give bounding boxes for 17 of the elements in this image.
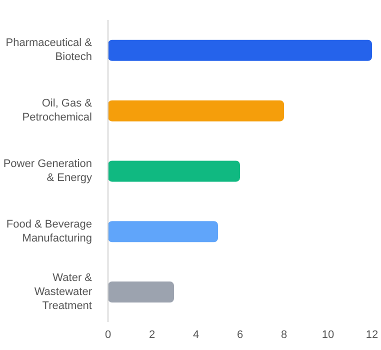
y-tick-label: Power Generation & Energy xyxy=(3,158,92,184)
bar xyxy=(108,282,174,303)
y-tick-label: Food & Beverage Manufacturing xyxy=(6,218,92,244)
x-tick-label: 2 xyxy=(148,328,156,341)
x-tick-label: 10 xyxy=(322,328,334,341)
x-tick-label: 8 xyxy=(280,328,288,341)
bar xyxy=(108,221,218,242)
y-tick-label: Pharmaceutical & Biotech xyxy=(6,37,93,64)
bar xyxy=(108,160,240,182)
x-tick-label: 4 xyxy=(192,328,200,341)
x-tick-label: 6 xyxy=(236,328,244,341)
y-tick-label: Oil, Gas & Petrochemical xyxy=(22,98,93,124)
y-tick-label: Water & Wastewater Treatment xyxy=(34,272,93,312)
x-tick-label: 12 xyxy=(366,328,378,341)
bar xyxy=(108,40,372,61)
bar xyxy=(108,100,284,122)
x-tick-label: 0 xyxy=(104,328,112,341)
